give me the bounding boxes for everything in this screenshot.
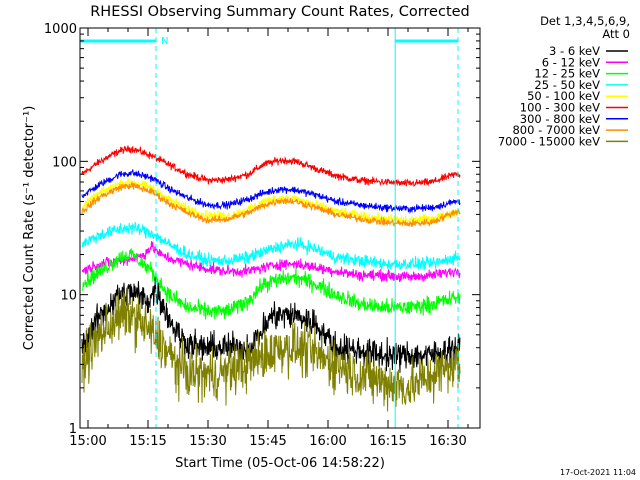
night-flag-label: N: [161, 36, 168, 47]
legend-label-4: 50 - 100 keV: [527, 89, 600, 103]
legend-label-7: 800 - 7000 keV: [512, 123, 600, 137]
plot-frame: [79, 27, 481, 429]
legend-header-line-2: Att 0: [602, 27, 630, 41]
night-annotations: N: [79, 28, 459, 428]
y-tick-label-2: 100: [52, 155, 77, 170]
legend-label-2: 12 - 25 keV: [534, 67, 600, 81]
x-tick-label-4: 16:00: [309, 434, 346, 449]
legend-label-6: 300 - 800 keV: [520, 112, 600, 126]
legend-label-5: 100 - 300 keV: [520, 101, 600, 115]
legend-label-8: 7000 - 15000 keV: [498, 134, 600, 148]
legend-label-1: 6 - 12 keV: [542, 55, 600, 69]
x-tick-label-5: 16:15: [369, 434, 406, 449]
x-axis-label: Start Time (05-Oct-06 14:58:22): [175, 456, 385, 471]
series-line-0: [81, 145, 461, 188]
series-line-3: [81, 181, 461, 228]
y-axis-label: Corrected Count Rate (s⁻¹ detector⁻¹): [22, 106, 37, 351]
series-line-5: [81, 241, 461, 283]
x-tick-label-0: 15:00: [69, 434, 106, 449]
legend-label-3: 25 - 50 keV: [534, 78, 600, 92]
series-line-8: [81, 287, 461, 412]
series-line-4: [81, 222, 461, 271]
series-line-2: [81, 177, 461, 225]
legend-header-line-1: Det 1,3,4,5,6,9,: [540, 14, 630, 28]
x-tick-label-3: 15:45: [249, 434, 286, 449]
x-tick-label-6: 16:30: [429, 434, 466, 449]
x-tick-label-2: 15:30: [189, 434, 226, 449]
x-tick-label-1: 15:15: [129, 434, 166, 449]
axes: 15:00 15:15 15:30 15:45 16:00 16:15 16:30 1 10 10…: [44, 22, 480, 449]
footer-date: 17-Oct-2021 11:04: [560, 468, 636, 477]
plot-area: [81, 145, 461, 412]
y-tick-label-0: 1: [69, 422, 77, 437]
legend-label-0: 3 - 6 keV: [549, 44, 600, 58]
series-line-7: [81, 277, 461, 373]
y-tick-label-1: 10: [60, 289, 77, 304]
series-line-1: [81, 169, 461, 214]
chart-title: RHESSI Observing Summary Count Rates, Co…: [90, 4, 470, 20]
series-line-6: [81, 247, 461, 321]
y-tick-label-3: 1000: [44, 22, 77, 37]
